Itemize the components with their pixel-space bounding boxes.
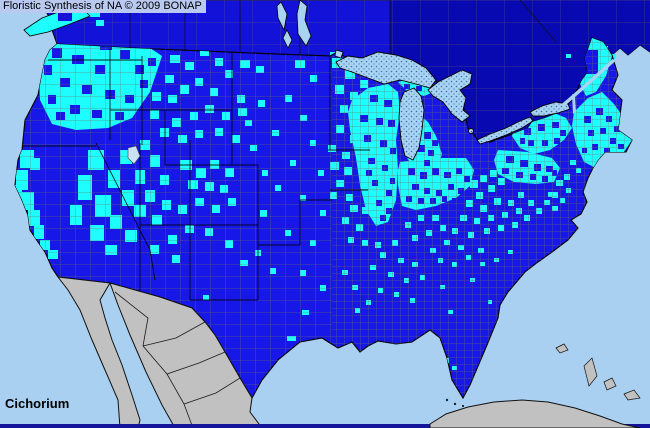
st-lawrence-river bbox=[560, 58, 616, 108]
great-lakes bbox=[335, 51, 571, 161]
state-borders bbox=[18, 48, 370, 301]
lake-ontario bbox=[529, 101, 571, 117]
cuba bbox=[429, 399, 641, 428]
lake-st-clair bbox=[468, 128, 474, 134]
taxon-label: Cichorium bbox=[5, 396, 70, 411]
canada-present-block bbox=[566, 54, 571, 58]
lake-erie bbox=[476, 116, 534, 145]
lake-winnipeg bbox=[296, 0, 312, 47]
bahamas bbox=[555, 343, 641, 401]
mexico-state-borders bbox=[114, 291, 241, 428]
lake-champlain bbox=[572, 94, 576, 114]
bottom-edge-strip bbox=[0, 424, 650, 428]
map-title-bar: Floristic Synthesis of NA © 2009 BONAP bbox=[0, 0, 206, 13]
lake-winnipegosis bbox=[276, 1, 288, 32]
lake-huron bbox=[427, 69, 473, 123]
lake-michigan bbox=[398, 87, 425, 161]
lake-of-the-woods bbox=[334, 49, 344, 59]
region-mexico bbox=[56, 276, 263, 428]
lake-manitoba bbox=[282, 29, 293, 49]
lake-superior bbox=[335, 51, 437, 89]
map-title: Floristic Synthesis of NA © 2009 BONAP bbox=[3, 0, 202, 12]
florida-keys bbox=[445, 398, 465, 408]
great-salt-lake bbox=[127, 145, 141, 165]
vancouver-island bbox=[23, 9, 91, 37]
canada-present-block bbox=[96, 20, 104, 26]
canadian-lakes bbox=[276, 0, 344, 59]
